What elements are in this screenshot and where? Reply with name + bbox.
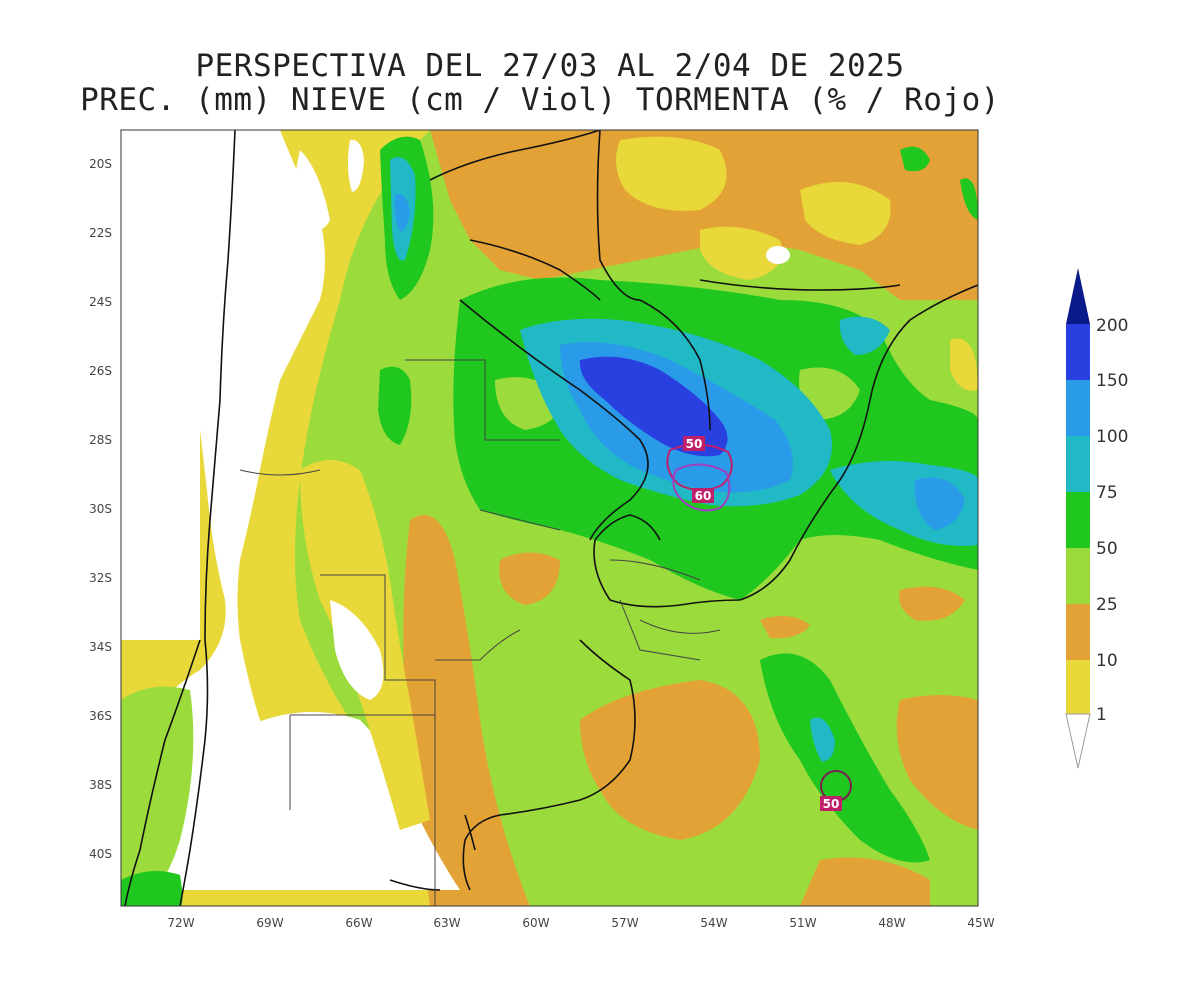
lat-label: 22S [89, 226, 112, 240]
storm-label-text-3: 50 [823, 797, 840, 811]
lon-label: 45W [967, 916, 994, 930]
lat-label: 40S [89, 847, 112, 861]
colorbar-75-100 [1066, 436, 1090, 492]
colorbar-25-50 [1066, 548, 1090, 604]
lon-label: 54W [700, 916, 727, 930]
colorbar: 200 150 100 75 50 25 10 1 [1065, 268, 1128, 769]
lon-label: 72W [167, 916, 194, 930]
storm-label-2: 60 [692, 488, 714, 503]
lon-label: 51W [789, 916, 816, 930]
lon-label: 69W [256, 916, 283, 930]
lon-label: 57W [611, 916, 638, 930]
field-10-25 [121, 130, 978, 906]
colorbar-level: 25 [1096, 595, 1118, 615]
latitude-axis: 20S 22S 24S 26S 28S 30S 32S 34S 36S 38S … [89, 157, 112, 861]
colorbar-top-arrow [1066, 268, 1090, 324]
storm-label-text-2: 60 [695, 489, 712, 503]
colorbar-level: 10 [1096, 651, 1118, 671]
colorbar-level: 200 [1096, 316, 1128, 336]
colorbar-bottom-arrow [1065, 713, 1091, 769]
storm-contours [666, 443, 852, 802]
colorbar-1-10 [1066, 660, 1090, 714]
lat-label: 36S [89, 709, 112, 723]
map-frame [120, 129, 979, 907]
lat-label: 32S [89, 571, 112, 585]
colorbar-50-75 [1066, 492, 1090, 548]
province-borders [239, 359, 721, 906]
lat-label: 34S [89, 640, 112, 654]
map-title-line2: PREC. (mm) NIEVE (cm / Viol) TORMENTA (%… [80, 82, 1000, 118]
lon-label: 66W [345, 916, 372, 930]
lat-label: 20S [89, 157, 112, 171]
colorbar-150-200 [1066, 324, 1090, 380]
lat-label: 30S [89, 502, 112, 516]
longitude-axis: 72W 69W 66W 63W 60W 57W 54W 51W 48W 45W [167, 916, 994, 930]
colorbar-100-150 [1066, 380, 1090, 436]
lat-label: 28S [89, 433, 112, 447]
field-150-200 [579, 356, 728, 457]
field-no-precip-small [330, 600, 384, 700]
lat-label: 38S [89, 778, 112, 792]
precipitation-field: 50 60 50 [121, 130, 978, 906]
storm-label-3: 50 [820, 796, 842, 811]
colorbar-level: 150 [1096, 371, 1128, 391]
storm-label-text-1: 50 [686, 437, 703, 451]
map-title-line1: PERSPECTIVA DEL 27/03 AL 2/04 DE 2025 [195, 48, 905, 84]
country-borders [124, 130, 978, 906]
lon-label: 48W [878, 916, 905, 930]
colorbar-level: 75 [1096, 483, 1118, 503]
lat-label: 24S [89, 295, 112, 309]
colorbar-level: 50 [1096, 539, 1118, 559]
lon-label: 63W [433, 916, 460, 930]
colorbar-level: 1 [1096, 705, 1107, 725]
colorbar-level: 100 [1096, 427, 1128, 447]
lon-label: 60W [522, 916, 549, 930]
lat-label: 26S [89, 364, 112, 378]
colorbar-10-25 [1066, 604, 1090, 660]
storm-label-1: 50 [683, 436, 705, 451]
